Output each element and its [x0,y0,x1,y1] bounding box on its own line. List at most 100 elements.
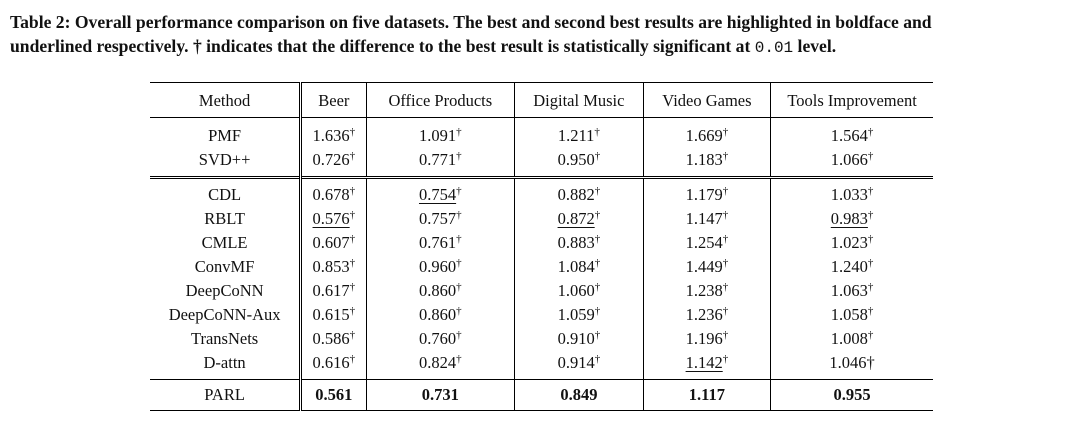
caption-line-2: underlined respectively. † indicates tha… [10,34,1074,60]
cell-tools-improvement: 1.008† [771,327,933,351]
significance-dagger: † [594,233,601,245]
method-name: SVD++ [150,148,303,178]
cell-video-games: 1.196† [643,327,772,351]
cell-beer: 0.853† [300,255,367,279]
cell-beer: 0.726† [300,148,367,178]
significance-dagger: † [722,150,729,162]
table-caption: Table 2: Overall performance comparison … [10,10,1074,60]
significance-dagger: † [456,305,462,317]
cell-office-products: 1.091† [366,117,516,148]
method-name: ConvMF [150,255,303,279]
cell-value: 0.960 [418,257,457,276]
cell-value: 0.561 [315,385,353,404]
cell-digital-music: 0.910† [514,327,644,351]
method-name: D-attn [150,351,303,380]
method-name: TransNets [150,327,303,351]
significance-dagger: † [594,209,601,221]
cell-value: 0.757 [418,209,457,228]
table-header: Method Beer Office Products Digital Musi… [150,82,933,118]
cell-office-products: 0.960† [366,255,516,279]
cell-value: 0.726 [312,150,350,169]
cell-beer: 0.616† [300,351,367,380]
header-office-products: Office Products [366,82,516,118]
cell-value: 0.576 [312,209,350,228]
cell-beer: 0.561 [300,379,367,411]
significance-dagger: † [594,305,601,317]
cell-office-products: 0.731 [366,379,516,411]
cell-video-games: 1.669† [643,117,772,148]
cell-value: 0.860 [418,305,457,324]
significance-dagger: † [349,305,356,317]
significance-dagger: † [722,126,729,138]
cell-value: 1.033 [830,185,868,204]
header-row: Method Beer Office Products Digital Musi… [150,82,933,118]
method-name: DeepCoNN [150,279,303,303]
cell-value: 0.910 [557,329,595,348]
cell-value: 0.617 [312,281,350,300]
significance-dagger: † [594,353,601,365]
cell-value: 1.117 [688,385,726,404]
significance-dagger: † [722,233,729,245]
cell-video-games: 1.236† [643,303,772,327]
significance-dagger: † [456,257,462,269]
cell-value: 1.142 [685,353,723,372]
cell-office-products: 0.860† [366,279,516,303]
results-table: Method Beer Office Products Digital Musi… [150,82,933,411]
cell-video-games: 1.179† [643,177,772,207]
cell-value: 0.616 [312,353,350,372]
cell-value: 1.060 [557,281,595,300]
header-method: Method [150,82,303,118]
cell-beer: 0.607† [300,231,367,255]
significance-dagger: † [867,233,874,245]
significance-dagger: † [722,281,729,293]
cell-value: 0.607 [312,233,350,252]
table-row: CDL 0.678† 0.754† 0.882† 1.179† 1.033† [150,177,933,207]
significance-dagger: † [594,185,601,197]
significance-dagger: † [722,185,729,197]
cell-tools-improvement: 0.983† [771,207,933,231]
method-name: PMF [150,117,303,148]
cell-value: 0.860 [418,281,457,300]
cell-digital-music: 0.849 [514,379,644,411]
significance-dagger: † [349,185,356,197]
cell-value: 1.238 [685,281,723,300]
cell-office-products: 0.761† [366,231,516,255]
cell-digital-music: 0.882† [514,177,644,207]
cell-office-products: 0.757† [366,207,516,231]
significance-dagger: † [867,257,874,269]
method-name: DeepCoNN-Aux [150,303,303,327]
cell-value: 0.914 [557,353,595,372]
header-tools-improvement: Tools Improvement [787,90,917,110]
cell-value: 0.950 [557,150,595,169]
cell-tools-improvement: 1.058† [771,303,933,327]
significance-dagger: † [349,126,356,138]
cell-video-games: 1.238† [643,279,772,303]
header-video-games: Video Games [643,82,772,118]
cell-value: 1.564 [830,126,868,145]
cell-value: 0.849 [560,385,598,404]
cell-value: 0.731 [421,385,459,404]
significance-dagger: † [867,329,874,341]
significance-dagger: † [456,150,462,162]
significance-dagger: † [867,209,874,221]
table-row: PMF 1.636† 1.091† 1.211† 1.669† 1.564† [150,117,933,149]
cell-office-products: 0.760† [366,327,516,351]
significance-dagger: † [349,233,356,245]
significance-dagger: † [456,281,462,293]
cell-beer: 0.615† [300,303,367,327]
cell-value: 0.882 [557,185,595,204]
cell-video-games: 1.254† [643,231,772,255]
table-row: PARL 0.561 0.731 0.849 1.117 0.955 [150,379,933,411]
cell-video-games: 1.449† [643,255,772,279]
cell-value: 1.636 [312,126,350,145]
cell-value: 1.058 [830,305,868,324]
cell-tools-improvement: 1.240† [771,255,933,279]
significance-dagger: † [349,281,356,293]
significance-dagger: † [867,150,874,162]
table-row: DeepCoNN 0.617† 0.860† 1.060† 1.238† 1.063† [150,279,933,303]
significance-dagger: † [456,233,462,245]
cell-tools-improvement: 1.564† [771,118,933,149]
cell-value: 0.853 [312,257,350,276]
cell-tools-improvement: 1.063† [771,279,933,303]
cell-value: 0.761 [418,233,457,252]
